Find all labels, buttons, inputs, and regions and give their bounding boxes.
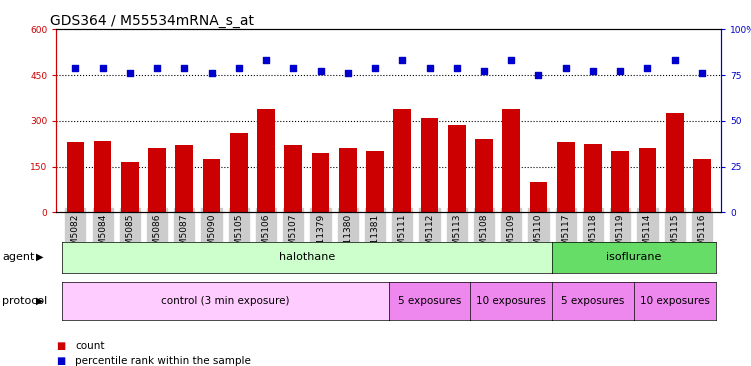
Text: 5 exposures: 5 exposures bbox=[561, 296, 625, 306]
Bar bbox=[312, 153, 330, 212]
Text: 10 exposures: 10 exposures bbox=[476, 296, 546, 306]
Point bbox=[260, 57, 272, 63]
Bar bbox=[230, 133, 248, 212]
Bar bbox=[394, 109, 411, 212]
Text: count: count bbox=[75, 341, 104, 351]
Bar bbox=[638, 148, 656, 212]
Bar bbox=[257, 109, 275, 212]
Point bbox=[587, 68, 599, 74]
Bar bbox=[502, 109, 520, 212]
Text: percentile rank within the sample: percentile rank within the sample bbox=[75, 355, 251, 366]
Point bbox=[315, 68, 327, 74]
Text: control (3 min exposure): control (3 min exposure) bbox=[161, 296, 289, 306]
Bar bbox=[203, 159, 221, 212]
Text: halothane: halothane bbox=[279, 252, 335, 262]
Point bbox=[559, 65, 572, 71]
Point bbox=[151, 65, 163, 71]
Point bbox=[124, 70, 136, 76]
Point bbox=[505, 57, 517, 63]
Bar bbox=[421, 118, 439, 212]
Text: ▶: ▶ bbox=[36, 296, 44, 306]
Bar bbox=[448, 125, 466, 212]
Point bbox=[641, 65, 653, 71]
Text: 5 exposures: 5 exposures bbox=[398, 296, 461, 306]
Point bbox=[342, 70, 354, 76]
Point bbox=[668, 57, 680, 63]
Point bbox=[478, 68, 490, 74]
Point bbox=[288, 65, 300, 71]
Point bbox=[532, 72, 544, 78]
Point bbox=[69, 65, 81, 71]
Point bbox=[451, 65, 463, 71]
Point bbox=[206, 70, 218, 76]
Point bbox=[397, 57, 409, 63]
Text: isoflurane: isoflurane bbox=[606, 252, 662, 262]
Bar bbox=[339, 148, 357, 212]
Point bbox=[696, 70, 708, 76]
Bar bbox=[529, 182, 547, 212]
Bar bbox=[556, 142, 575, 212]
Text: ■: ■ bbox=[56, 355, 65, 366]
Text: ▶: ▶ bbox=[36, 252, 44, 262]
Bar bbox=[176, 145, 193, 212]
Text: ■: ■ bbox=[56, 341, 65, 351]
Bar bbox=[67, 142, 84, 212]
Point bbox=[614, 68, 626, 74]
Point bbox=[97, 65, 109, 71]
Text: GDS364 / M55534mRNA_s_at: GDS364 / M55534mRNA_s_at bbox=[50, 14, 254, 28]
Point bbox=[233, 65, 245, 71]
Bar bbox=[611, 151, 629, 212]
Point bbox=[369, 65, 381, 71]
Bar bbox=[285, 145, 302, 212]
Text: 10 exposures: 10 exposures bbox=[640, 296, 710, 306]
Bar bbox=[366, 151, 384, 212]
Text: agent: agent bbox=[2, 252, 35, 262]
Bar bbox=[94, 141, 111, 212]
Bar bbox=[666, 113, 683, 212]
Bar bbox=[121, 162, 139, 212]
Text: protocol: protocol bbox=[2, 296, 47, 306]
Bar bbox=[693, 159, 710, 212]
Bar bbox=[584, 143, 602, 212]
Bar bbox=[148, 148, 166, 212]
Bar bbox=[475, 139, 493, 212]
Point bbox=[424, 65, 436, 71]
Point bbox=[178, 65, 190, 71]
